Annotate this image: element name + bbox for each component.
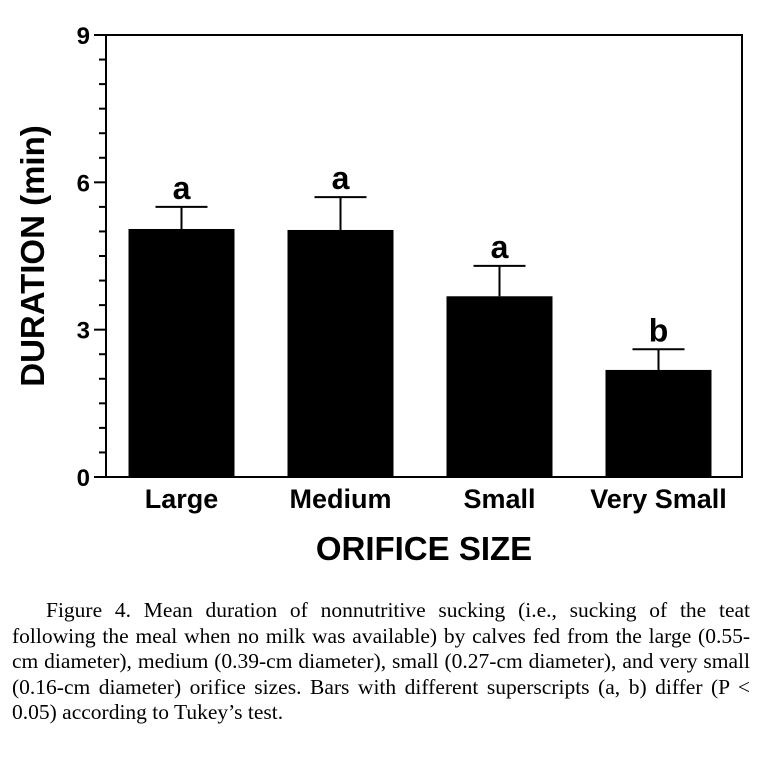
significance-letter: a <box>491 229 509 265</box>
significance-letter: b <box>649 312 669 348</box>
y-ticks: 0 3 6 9 <box>77 23 106 492</box>
bars: a a a b <box>128 160 712 477</box>
significance-letter: a <box>173 170 191 206</box>
category-labels: Large Medium Small Very Small <box>145 484 727 514</box>
bar <box>287 229 394 477</box>
x-tick-label: Small <box>463 484 535 514</box>
chart: 0 3 6 9 a a a b Large Medium Small Very Small ORI… <box>14 23 743 567</box>
figure-caption: Figure 4. Mean duration of nonnutritive … <box>12 598 750 725</box>
y-tick-label: 6 <box>77 170 90 197</box>
significance-letter: a <box>332 160 350 196</box>
y-tick-label: 9 <box>77 23 90 50</box>
y-tick-label: 0 <box>77 465 90 492</box>
bar <box>605 369 712 477</box>
x-tick-label: Very Small <box>590 484 727 514</box>
x-tick-label: Large <box>145 484 219 514</box>
x-tick-label: Medium <box>289 484 391 514</box>
y-tick-label: 3 <box>77 318 90 345</box>
bar <box>446 296 553 477</box>
bar <box>128 228 235 477</box>
x-axis-title: ORIFICE SIZE <box>316 530 532 567</box>
y-axis-title: DURATION (min) <box>14 125 51 387</box>
